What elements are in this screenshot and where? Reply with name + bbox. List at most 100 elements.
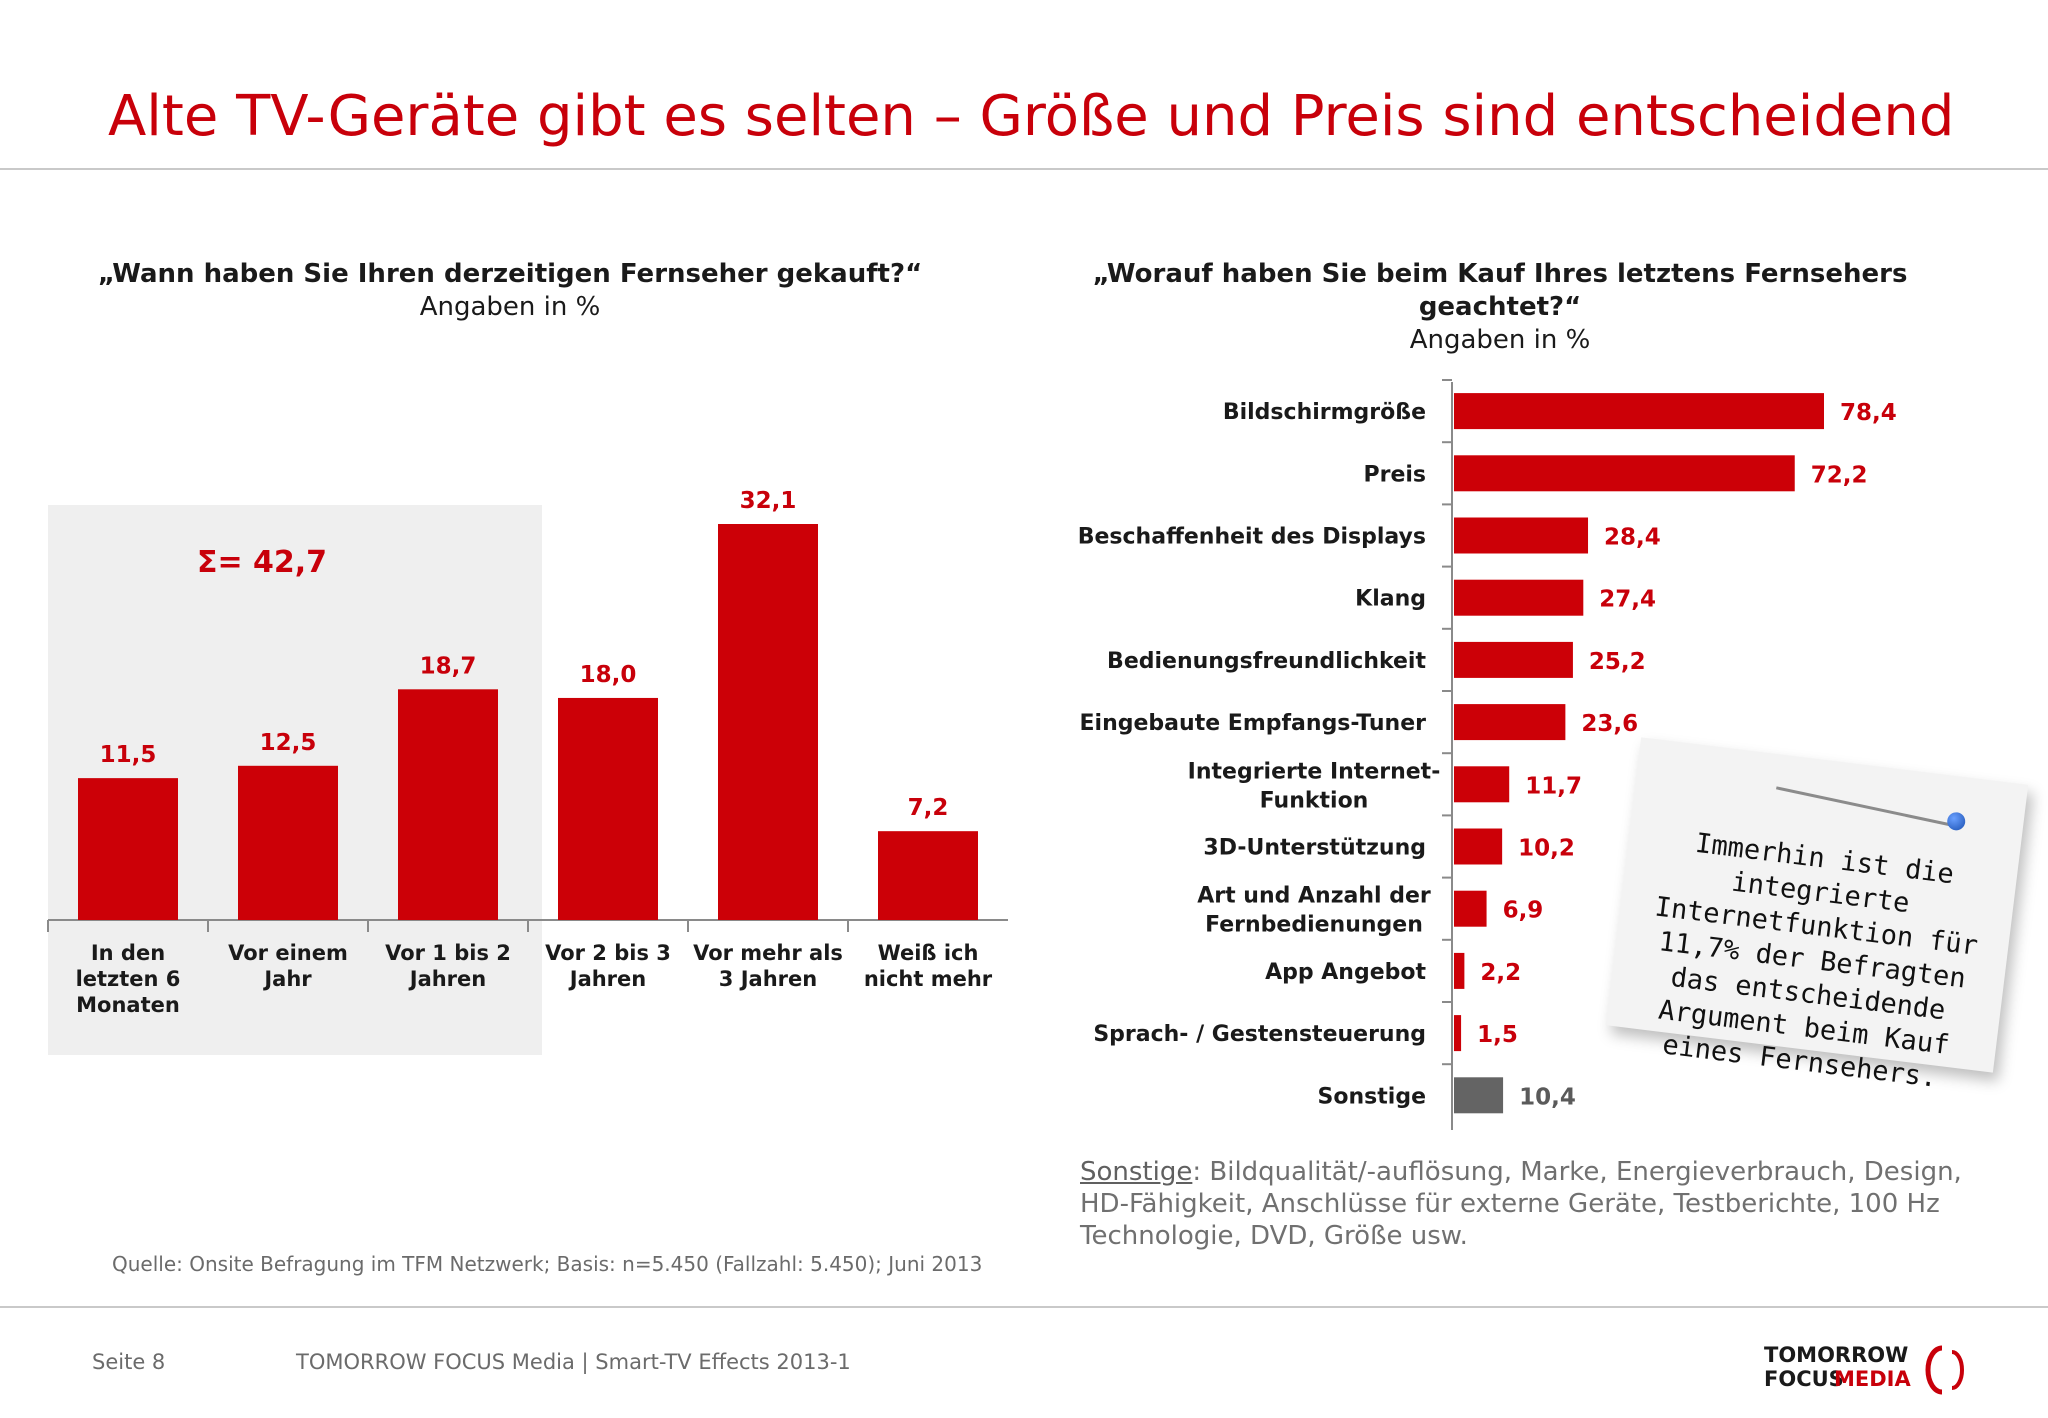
left-chart-title: „Wann haben Sie Ihren derzeitigen Fernse… (97, 259, 923, 289)
category-label-line: 3 Jahren (719, 967, 817, 991)
category-label-line: Art und Anzahl der (1197, 884, 1431, 909)
sticky-note: Immerhin ist die integrierte Internetfun… (1605, 737, 2029, 1094)
pin-icon (1946, 811, 1967, 832)
tomorrow-focus-logo: TOMORROW FOCUS MEDIA (1764, 1343, 1964, 1395)
logo-line1: TOMORROW (1764, 1343, 1908, 1367)
category-label-4: Vor mehr als 3 Jahren (693, 941, 843, 991)
left-bar-chart: Σ= 42,7 11,5 In den letzten 6 Monaten 12,5 Vor… (47, 488, 1008, 1055)
bar-2 (398, 689, 498, 920)
bar-5 (878, 831, 978, 920)
value-label-4: 32,1 (740, 488, 797, 514)
category-label-line: nicht mehr (864, 967, 993, 991)
bar-3 (1454, 579, 1584, 616)
bar-10 (1454, 1015, 1462, 1052)
category-label-1: Preis (1363, 462, 1426, 487)
category-label-line: letzten 6 (76, 967, 181, 991)
source-note: Quelle: Onsite Befragung im TFM Netzwerk… (112, 1252, 983, 1276)
category-label-0: In den letzten 6 Monaten (76, 941, 181, 1017)
category-label-line: Integrierte Internet- (1188, 759, 1441, 784)
bar-7 (1454, 828, 1503, 865)
value-label-0: 78,4 (1840, 400, 1897, 426)
category-label-line: Fernbedienungen (1205, 913, 1423, 938)
category-label-5: Weiß ich nicht mehr (864, 941, 993, 991)
value-label-2: 18,7 (420, 653, 477, 679)
logo-line2b: MEDIA (1834, 1367, 1911, 1391)
sticky-note-text: Immerhin ist die integrierte Internetfun… (1653, 827, 1980, 1094)
category-label-line: Jahren (408, 967, 486, 991)
bar-9 (1454, 952, 1465, 989)
category-label-line: Funktion (1260, 788, 1369, 813)
value-label-6: 11,7 (1525, 773, 1582, 799)
value-label-10: 1,5 (1477, 1022, 1518, 1048)
value-label-7: 10,2 (1518, 836, 1575, 862)
logo-line2a: FOCUS (1764, 1367, 1844, 1391)
category-label-line: Jahr (262, 967, 312, 991)
value-label-1: 12,5 (260, 730, 317, 756)
bar-3 (558, 697, 658, 920)
value-label-2: 28,4 (1604, 525, 1661, 551)
right-chart-subtitle: Angaben in % (1409, 325, 1591, 355)
category-label-5: Eingebaute Empfangs-Tuner (1080, 711, 1427, 736)
category-label-line: In den (91, 941, 165, 965)
value-label-5: 7,2 (908, 795, 949, 821)
category-label-8: Art und Anzahl der Fernbedienungen (1197, 884, 1431, 938)
category-label-10: Sprach- / Gestensteuerung (1093, 1022, 1426, 1047)
category-label-line: Vor 1 bis 2 (385, 941, 511, 965)
category-label-line: Monaten (76, 993, 180, 1017)
category-label-11: Sonstige (1318, 1084, 1426, 1109)
category-label-line: Vor mehr als (693, 941, 843, 965)
value-label-8: 6,9 (1503, 898, 1544, 924)
bar-4 (1454, 641, 1573, 678)
category-label-line: Vor einem (228, 941, 348, 965)
category-label-line: Vor 2 bis 3 (545, 941, 671, 965)
bar-6 (1454, 766, 1510, 803)
category-label-6: Integrierte Internet- Funktion (1188, 759, 1441, 813)
page-number: Seite 8 (92, 1350, 166, 1374)
right-bar-chart: 78,4 Bildschirmgröße 72,2 Preis 28,4 Beschaff… (1078, 379, 1897, 1130)
sum-label: Σ= 42,7 (197, 545, 327, 580)
category-label-line: Jahren (568, 967, 646, 991)
other-note-text: : Bildqualität/-auflösung, Marke, Energi… (1080, 1157, 1962, 1251)
category-label-4: Bedienungsfreundlichkeit (1107, 649, 1426, 674)
category-label-3: Vor 2 bis 3 Jahren (545, 941, 671, 991)
footer-divider (0, 1306, 2048, 1308)
right-chart-title-line2: geachtet?“ (1418, 292, 1582, 322)
bar-2 (1454, 517, 1589, 554)
bar-4 (718, 524, 818, 920)
category-label-1: Vor einem Jahr (228, 941, 348, 991)
logo-arc-icon (1925, 1345, 1943, 1395)
footer-company: TOMORROW FOCUS Media | Smart-TV Effects … (296, 1350, 851, 1374)
value-label-3: 27,4 (1599, 587, 1656, 613)
pin-needle (1776, 786, 1953, 827)
category-label-7: 3D-Unterstützung (1203, 836, 1426, 861)
category-label-2: Beschaffenheit des Displays (1078, 525, 1426, 550)
logo-arc-small-icon (1951, 1350, 1964, 1390)
left-chart-heading: „Wann haben Sie Ihren derzeitigen Fernse… (40, 258, 980, 324)
category-label-9: App Angebot (1265, 960, 1426, 985)
right-chart-title-line1: „Worauf haben Sie beim Kauf Ihres letzte… (1092, 259, 1908, 289)
value-label-0: 11,5 (100, 742, 157, 768)
category-label-0: Bildschirmgröße (1223, 400, 1426, 425)
bar-1 (1454, 455, 1795, 492)
bar-0 (1454, 393, 1824, 430)
category-label-2: Vor 1 bis 2 Jahren (385, 941, 511, 991)
value-label-4: 25,2 (1589, 649, 1646, 675)
left-chart-subtitle: Angaben in % (419, 292, 601, 322)
page-title: Alte TV-Geräte gibt es selten – Größe un… (108, 84, 1955, 149)
other-note: Sonstige: Bildqualität/-auflösung, Marke… (1080, 1156, 1980, 1252)
bar-8 (1454, 890, 1487, 927)
category-label-line: Weiß ich (878, 941, 979, 965)
bar-0 (78, 778, 178, 920)
value-label-3: 18,0 (580, 662, 637, 688)
value-label-1: 72,2 (1811, 462, 1868, 488)
value-label-9: 2,2 (1480, 960, 1521, 986)
bar-1 (238, 765, 338, 920)
title-divider (0, 168, 2048, 170)
other-note-label: Sonstige (1080, 1157, 1193, 1187)
category-label-3: Klang (1355, 587, 1426, 612)
right-chart-heading: „Worauf haben Sie beim Kauf Ihres letzte… (1050, 258, 1950, 357)
bar-11 (1454, 1077, 1504, 1114)
value-label-11: 10,4 (1519, 1084, 1576, 1110)
value-label-5: 23,6 (1581, 711, 1638, 737)
bar-5 (1454, 704, 1566, 741)
